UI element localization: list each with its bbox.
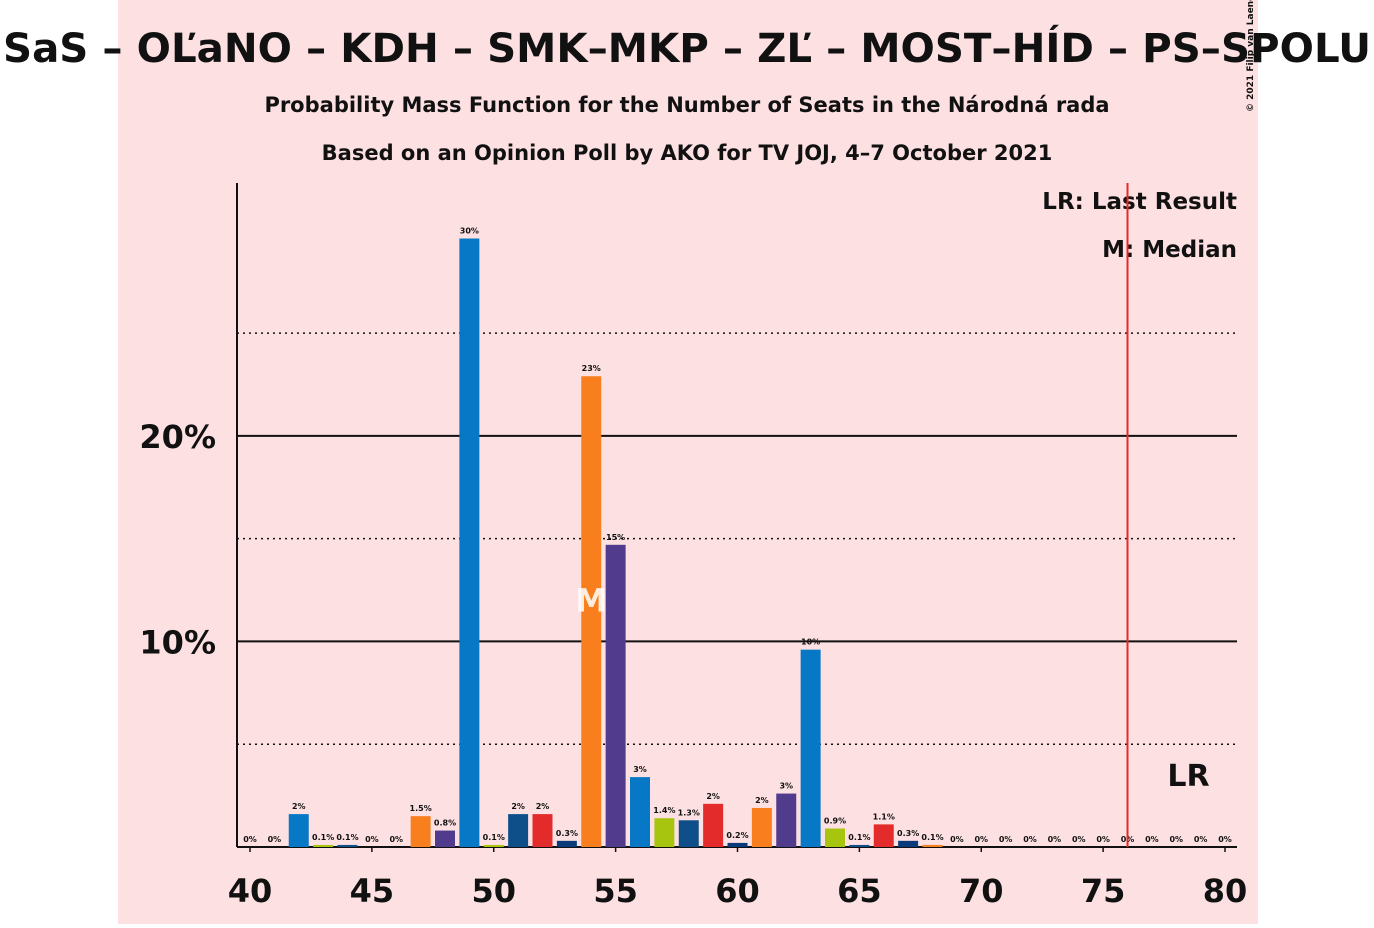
chart-title: SaS – OĽaNO – KDH – SMK–MKP – ZĽ – MOST–… [3,24,1371,72]
value-label: 0% [365,835,379,844]
x-tick-label: 55 [593,872,638,910]
value-label: 0% [1023,835,1037,844]
bar [459,238,480,847]
value-label: 0% [999,835,1013,844]
value-label: 0% [950,835,964,844]
plot-background [118,0,1258,924]
value-label: 1.5% [410,804,432,813]
value-label: 0% [1194,835,1208,844]
x-tick-label: 70 [959,872,1004,910]
bar [556,840,577,847]
median-marker: M [575,582,607,620]
bar [288,814,309,847]
value-label: 0.3% [897,829,919,838]
bar [922,844,943,847]
value-label: 15% [606,533,625,542]
x-tick-label: 50 [471,872,516,910]
bar [435,830,455,847]
value-label: 0.1% [483,833,505,842]
value-label: 0.2% [726,831,748,840]
bar [605,544,626,847]
bar [849,844,870,847]
bar [800,649,821,847]
bar [873,824,894,847]
value-label: 0% [1048,835,1062,844]
value-label: 3% [633,765,647,774]
legend-entry: LR: Last Result [1042,189,1237,215]
bar [410,816,431,847]
value-label: 0% [268,835,282,844]
bar [776,793,797,847]
value-label: 0% [1218,835,1232,844]
value-label: 1.3% [678,808,700,817]
bar [727,842,748,847]
x-tick-label: 75 [1081,872,1126,910]
bar [630,777,650,847]
value-label: 0% [1169,835,1183,844]
value-label: 2% [755,796,769,805]
x-tick-label: 80 [1203,872,1248,910]
value-label: 3% [779,782,793,791]
bar [313,844,334,847]
value-label: 2% [511,802,525,811]
bar [825,828,845,847]
x-tick-label: 65 [837,872,882,910]
x-tick-label: 60 [715,872,760,910]
value-label: 0% [974,835,988,844]
chart-subtitle: Probability Mass Function for the Number… [264,93,1109,117]
value-label: 2% [706,792,720,801]
bar [532,814,553,847]
value-label: 0.1% [921,833,943,842]
legend-entry: M: Median [1102,237,1237,263]
value-label: 0.1% [336,833,358,842]
value-label: 1.4% [653,806,675,815]
value-label: 2% [292,802,306,811]
value-label: 0.9% [824,816,846,825]
bar [337,844,358,847]
last-result-label: LR [1167,759,1209,794]
bar [703,803,724,847]
value-label: 0% [243,835,257,844]
y-tick-label: 20% [139,418,216,456]
value-label: 2% [536,802,550,811]
value-label: 10% [801,638,820,647]
value-label: 0% [1145,835,1159,844]
value-label: 0.8% [434,819,456,828]
bar [654,818,675,847]
bar [508,814,529,847]
copyright: © 2021 Filip van Laenen [1246,0,1256,112]
value-label: 30% [460,227,479,236]
bar [751,807,772,847]
value-label: 0% [1072,835,1086,844]
bar [898,840,919,847]
value-label: 0.1% [312,833,334,842]
bar [678,820,699,847]
y-tick-label: 10% [139,623,216,661]
x-tick-label: 40 [228,872,273,910]
x-tick-label: 45 [350,872,395,910]
chart-subtitle: Based on an Opinion Poll by AKO for TV J… [322,141,1053,165]
value-label: 0% [389,835,403,844]
value-label: 1.1% [873,812,895,821]
value-label: 0.1% [848,833,870,842]
bar [483,844,504,847]
value-label: 0% [1096,835,1110,844]
bar [581,376,602,847]
value-label: 23% [582,364,601,373]
value-label: 0.3% [556,829,578,838]
